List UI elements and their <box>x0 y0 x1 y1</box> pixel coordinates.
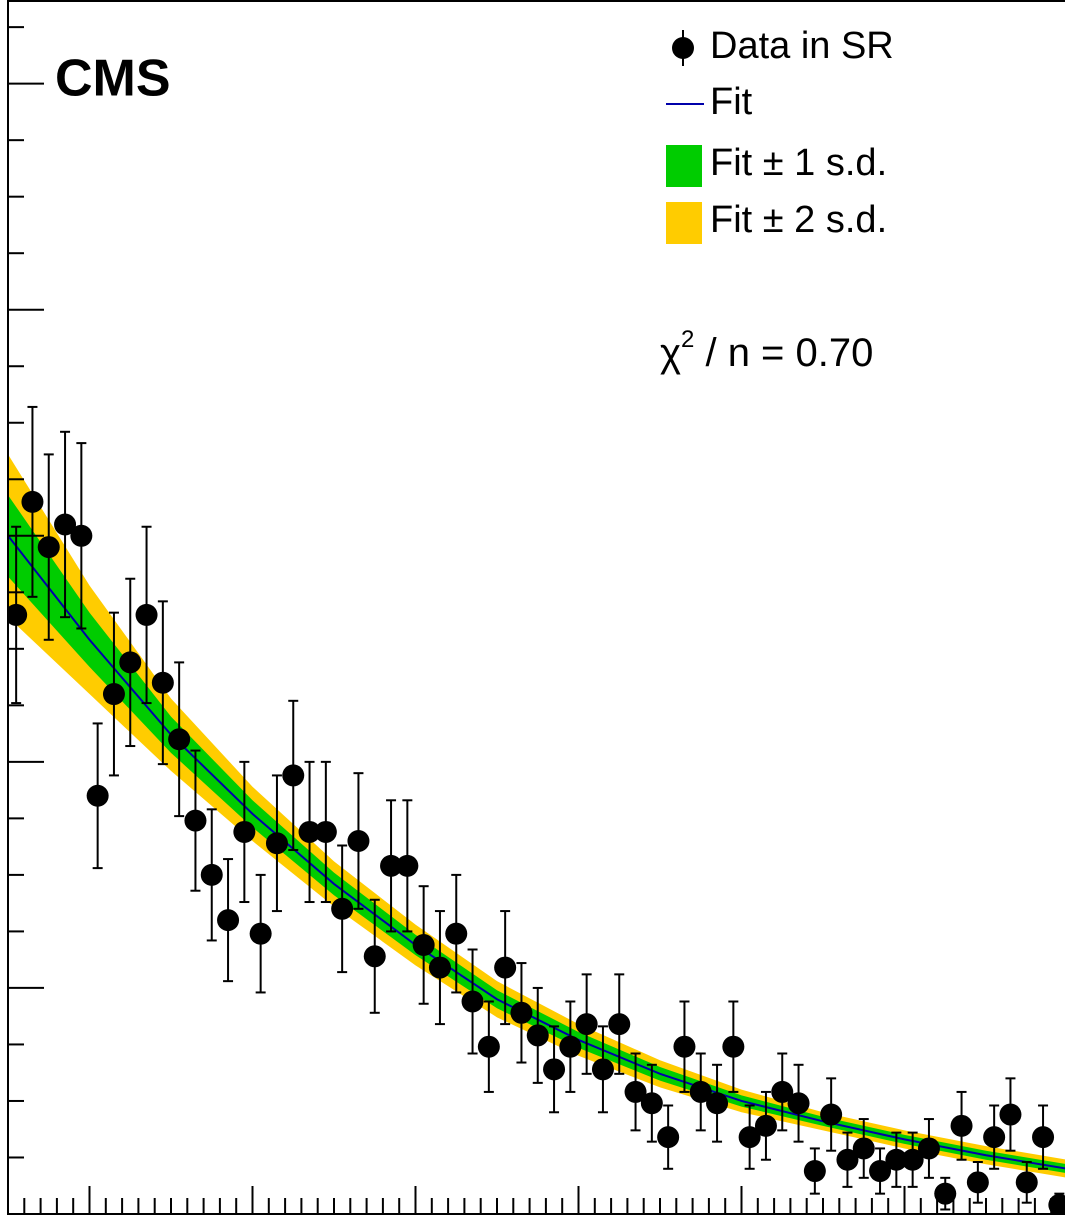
data-point <box>70 524 93 547</box>
data-point <box>771 1080 794 1103</box>
data-point <box>86 784 109 807</box>
data-point <box>282 764 305 787</box>
data-point <box>706 1092 729 1115</box>
data-point <box>1015 1171 1038 1194</box>
data-point <box>983 1126 1006 1149</box>
data-point <box>21 490 44 513</box>
legend-label: Data in SR <box>710 25 894 67</box>
data-point <box>885 1148 908 1171</box>
data-point <box>803 1160 826 1183</box>
data-point <box>119 651 142 674</box>
data-point <box>1048 1193 1065 1214</box>
data-point <box>722 1035 745 1058</box>
data-point <box>347 829 370 852</box>
data-point <box>869 1160 892 1183</box>
data-point <box>787 1092 810 1115</box>
data-point <box>331 897 354 920</box>
data-point <box>412 933 435 956</box>
legend-label: Fit <box>710 81 753 123</box>
fit-band <box>8 495 1065 1173</box>
data-point <box>494 956 517 979</box>
data-point <box>836 1148 859 1171</box>
data-point <box>673 1035 696 1058</box>
data-point <box>543 1058 566 1081</box>
data-point <box>135 603 158 626</box>
legend-label: Fit ± 2 s.d. <box>710 199 887 241</box>
data-point <box>901 1148 924 1171</box>
data-point <box>298 820 321 843</box>
data-point <box>363 945 386 968</box>
data-point <box>233 820 256 843</box>
plot-area <box>8 405 1065 1214</box>
fit-line <box>8 535 1065 1170</box>
legend-swatch <box>666 202 702 244</box>
data-point <box>184 809 207 832</box>
data-point <box>380 854 403 877</box>
data-point <box>249 922 272 945</box>
data-point <box>168 728 191 751</box>
data-point <box>151 671 174 694</box>
data-point <box>624 1080 647 1103</box>
data-point <box>396 854 419 877</box>
data-point <box>689 1080 712 1103</box>
data-point <box>428 956 451 979</box>
data-point <box>445 922 468 945</box>
data-point <box>738 1126 761 1149</box>
annotation-rest: / n = 0.70 <box>694 331 873 375</box>
data-point <box>559 1035 582 1058</box>
frame <box>7 0 1065 1215</box>
legend-marker <box>672 37 694 59</box>
data-point <box>640 1092 663 1115</box>
data-point <box>608 1013 631 1036</box>
data-point <box>314 820 337 843</box>
data-point <box>1032 1126 1055 1149</box>
data-point <box>820 1103 843 1126</box>
data-point <box>54 513 77 536</box>
data-point <box>966 1171 989 1194</box>
data-point <box>526 1024 549 1047</box>
data-point <box>852 1137 875 1160</box>
data-point <box>265 832 288 855</box>
data-point <box>754 1114 777 1137</box>
chart-title: CMS <box>55 50 171 108</box>
data-point <box>575 1013 598 1036</box>
data-point <box>934 1182 957 1205</box>
data-point <box>477 1035 500 1058</box>
data-point <box>591 1058 614 1081</box>
data-point <box>8 603 28 626</box>
legend: Data in SR Fit Fit ± 2 s.d. Fit ± 1 s.d. <box>666 25 894 244</box>
legend-label: Fit ± 1 s.d. <box>710 142 887 184</box>
annotation-sup: 2 <box>681 326 694 353</box>
data-point <box>917 1137 940 1160</box>
legend-swatch <box>666 145 702 187</box>
data-point <box>999 1103 1022 1126</box>
data-point <box>950 1114 973 1137</box>
fit-band <box>8 454 1065 1178</box>
data-point <box>461 990 484 1013</box>
data-point <box>102 683 125 706</box>
data-point <box>200 863 223 886</box>
data-point <box>657 1126 680 1149</box>
annotation-symbol: χ <box>660 331 681 375</box>
data-point <box>37 536 60 559</box>
data-point <box>510 1001 533 1024</box>
data-point <box>217 909 240 932</box>
annotation: χ2 / n = 0.70 <box>660 326 873 374</box>
